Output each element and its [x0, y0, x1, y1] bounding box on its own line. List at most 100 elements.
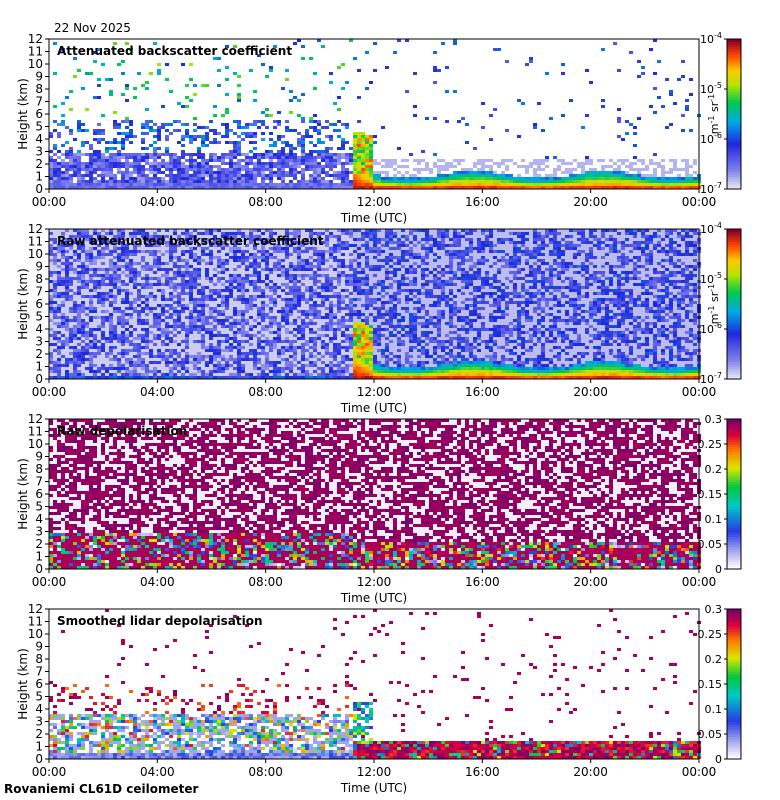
heatmap-cell	[69, 262, 73, 265]
heatmap-cell	[313, 72, 317, 75]
heatmap-cell	[269, 144, 273, 147]
heatmap-cell	[101, 247, 105, 250]
heatmap-cell	[89, 144, 93, 147]
heatmap-cell	[193, 373, 197, 376]
heatmap-cell	[613, 168, 617, 171]
heatmap-cell	[49, 316, 53, 319]
heatmap-cell	[185, 129, 189, 132]
heatmap-cell	[185, 325, 189, 328]
heatmap-cell	[97, 78, 101, 81]
heatmap-cell	[305, 129, 309, 132]
heatmap-cell	[89, 238, 93, 241]
heatmap-cell	[73, 328, 77, 331]
heatmap-cell	[85, 307, 89, 310]
heatmap-cell	[269, 259, 273, 262]
heatmap-cell	[117, 289, 121, 292]
heatmap-cell	[93, 277, 97, 280]
heatmap-cell	[629, 183, 633, 186]
heatmap-cell	[145, 126, 149, 129]
heatmap-cell	[65, 126, 69, 129]
heatmap-cell	[113, 247, 117, 250]
heatmap-cell	[105, 141, 109, 144]
heatmap-cell	[117, 283, 121, 286]
heatmap-cell	[141, 159, 145, 162]
heatmap-cell	[165, 259, 169, 262]
heatmap-cell	[249, 337, 253, 340]
heatmap-cell	[257, 292, 261, 295]
heatmap-cell	[61, 262, 65, 265]
heatmap-cell	[125, 370, 129, 373]
heatmap-cell	[101, 310, 105, 313]
heatmap-cell	[157, 256, 161, 259]
heatmap-cell	[457, 120, 461, 123]
heatmap-cell	[273, 280, 277, 283]
heatmap-cell	[261, 241, 265, 244]
heatmap-cell	[273, 120, 277, 123]
heatmap-cell	[257, 331, 261, 334]
heatmap-cell	[185, 183, 189, 186]
heatmap-cell	[437, 159, 441, 162]
heatmap-cell	[549, 177, 553, 180]
heatmap-cell	[149, 367, 153, 370]
heatmap-cell	[177, 364, 181, 367]
heatmap-cell	[201, 355, 205, 358]
heatmap-cell	[193, 229, 197, 232]
heatmap-cell	[189, 168, 193, 171]
heatmap-cell	[85, 168, 89, 171]
heatmap-cell	[141, 319, 145, 322]
heatmap-cell	[469, 177, 473, 180]
heatmap-cell	[145, 313, 149, 316]
heatmap-cell	[673, 183, 677, 186]
heatmap-cell	[49, 355, 53, 358]
heatmap-cell	[641, 159, 645, 162]
heatmap-cell	[89, 177, 93, 180]
heatmap-cell	[265, 126, 269, 129]
heatmap-cell	[133, 343, 137, 346]
heatmap-cell	[213, 367, 217, 370]
heatmap-cell	[153, 177, 157, 180]
heatmap-cell	[537, 174, 541, 177]
heatmap-cell	[197, 135, 201, 138]
heatmap-cell	[89, 373, 93, 376]
colorbar-swatch	[727, 74, 741, 78]
heatmap-cell	[209, 159, 213, 162]
heatmap-cell	[221, 316, 225, 319]
heatmap-cell	[61, 328, 65, 331]
heatmap-cell	[129, 48, 133, 51]
heatmap-cell	[225, 340, 229, 343]
heatmap-cell	[321, 186, 325, 189]
heatmap-cell	[181, 256, 185, 259]
heatmap-cell	[69, 168, 73, 171]
heatmap-cell	[85, 174, 89, 177]
heatmap-cell	[329, 147, 333, 150]
heatmap-cell	[65, 343, 69, 346]
heatmap-cell	[221, 364, 225, 367]
heatmap-cell	[89, 343, 93, 346]
heatmap-cell	[229, 253, 233, 256]
heatmap-cell	[609, 183, 613, 186]
heatmap-cell	[181, 310, 185, 313]
heatmap-cell	[113, 307, 117, 310]
heatmap-cell	[541, 186, 545, 189]
heatmap-cell	[109, 361, 113, 364]
heatmap-cell	[317, 123, 321, 126]
heatmap-cell	[157, 259, 161, 262]
heatmap-cell	[61, 283, 65, 286]
heatmap-cell	[229, 343, 233, 346]
heatmap-cell	[337, 183, 341, 186]
heatmap-cell	[177, 156, 181, 159]
heatmap-cell	[357, 177, 361, 180]
heatmap-cell	[125, 87, 129, 90]
heatmap-cell	[249, 168, 253, 171]
heatmap-cell	[277, 171, 281, 174]
heatmap-cell	[125, 174, 129, 177]
heatmap-cell	[189, 346, 193, 349]
heatmap-cell	[257, 343, 261, 346]
heatmap-cell	[213, 337, 217, 340]
heatmap-cell	[185, 250, 189, 253]
heatmap-cell	[233, 183, 237, 186]
heatmap-cell	[173, 352, 177, 355]
heatmap-cell	[85, 295, 89, 298]
heatmap-cell	[125, 241, 129, 244]
heatmap-cell	[165, 244, 169, 247]
